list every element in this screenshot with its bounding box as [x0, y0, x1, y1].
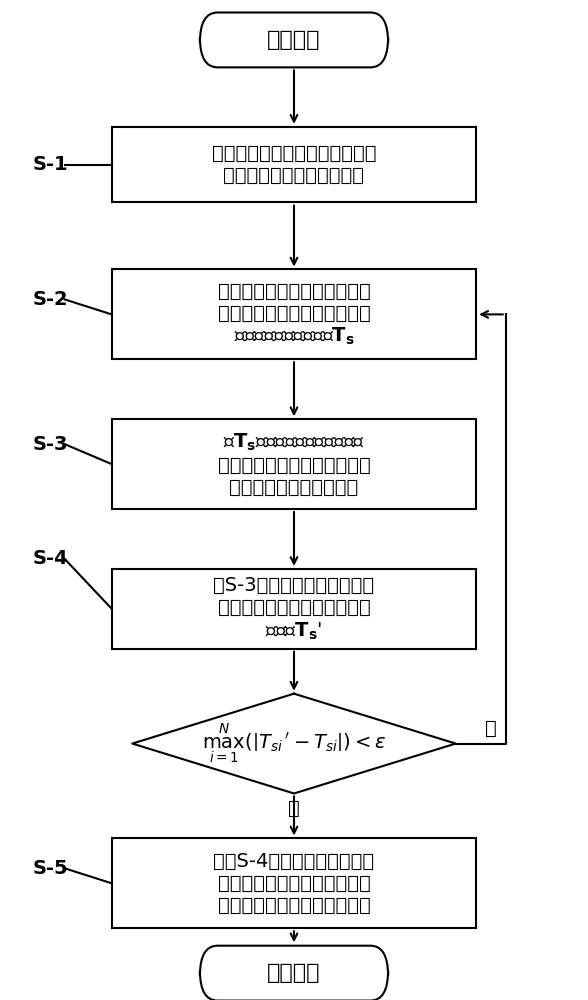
- Text: $\underset{i=1}{\overset{N}{\max}}\left(\left|T_{si}\,'-T_{si}\right|\right)<\va: $\underset{i=1}{\overset{N}{\max}}\left(…: [202, 722, 386, 765]
- Text: 是: 是: [288, 799, 300, 818]
- Bar: [112, 269, 476, 359]
- Text: S-2: S-2: [32, 290, 68, 309]
- Text: 求解动量方程和能量方程得到
系统速度场和温度场，记录每
个热源边界的平均温度$\mathbf{T_s}$: 求解动量方程和能量方程得到 系统速度场和温度场，记录每 个热源边界的平均温度$\…: [218, 282, 370, 347]
- FancyBboxPatch shape: [200, 12, 388, 67]
- Text: S-3: S-3: [32, 435, 68, 454]
- Bar: [112, 838, 476, 928]
- Text: 优化结束: 优化结束: [268, 963, 320, 983]
- Bar: [112, 569, 476, 649]
- Text: 基于S-4得到的最佳流道速度
分布，利用流阻网络反向计算
模型求出系统的优化结构参数: 基于S-4得到的最佳流道速度 分布，利用流阻网络反向计算 模型求出系统的优化结构…: [213, 852, 375, 915]
- Text: 在S-3得到的速度场基础上，
求解能量方程得到热源边界平
均温度$\mathbf{T_s}$': 在S-3得到的速度场基础上， 求解能量方程得到热源边界平 均温度$\mathbf…: [213, 576, 375, 642]
- Text: 将$\mathbf{T_s}$设定为各热源边界的等温
边界，求解场协同方程得到优
化目标对应的最佳速度场: 将$\mathbf{T_s}$设定为各热源边界的等温 边界，求解场协同方程得到优…: [218, 431, 370, 497]
- Text: 优化开始: 优化开始: [268, 30, 320, 50]
- Text: S-1: S-1: [32, 155, 68, 174]
- FancyBboxPatch shape: [200, 946, 388, 1000]
- Bar: [112, 127, 476, 202]
- Text: S-4: S-4: [32, 549, 68, 568]
- Bar: [112, 419, 476, 509]
- Text: 否: 否: [485, 719, 497, 738]
- Text: S-5: S-5: [32, 859, 68, 878]
- Text: 设定初始系统的流道间距分布、
进出口宽度分布为均匀分布: 设定初始系统的流道间距分布、 进出口宽度分布为均匀分布: [212, 144, 376, 185]
